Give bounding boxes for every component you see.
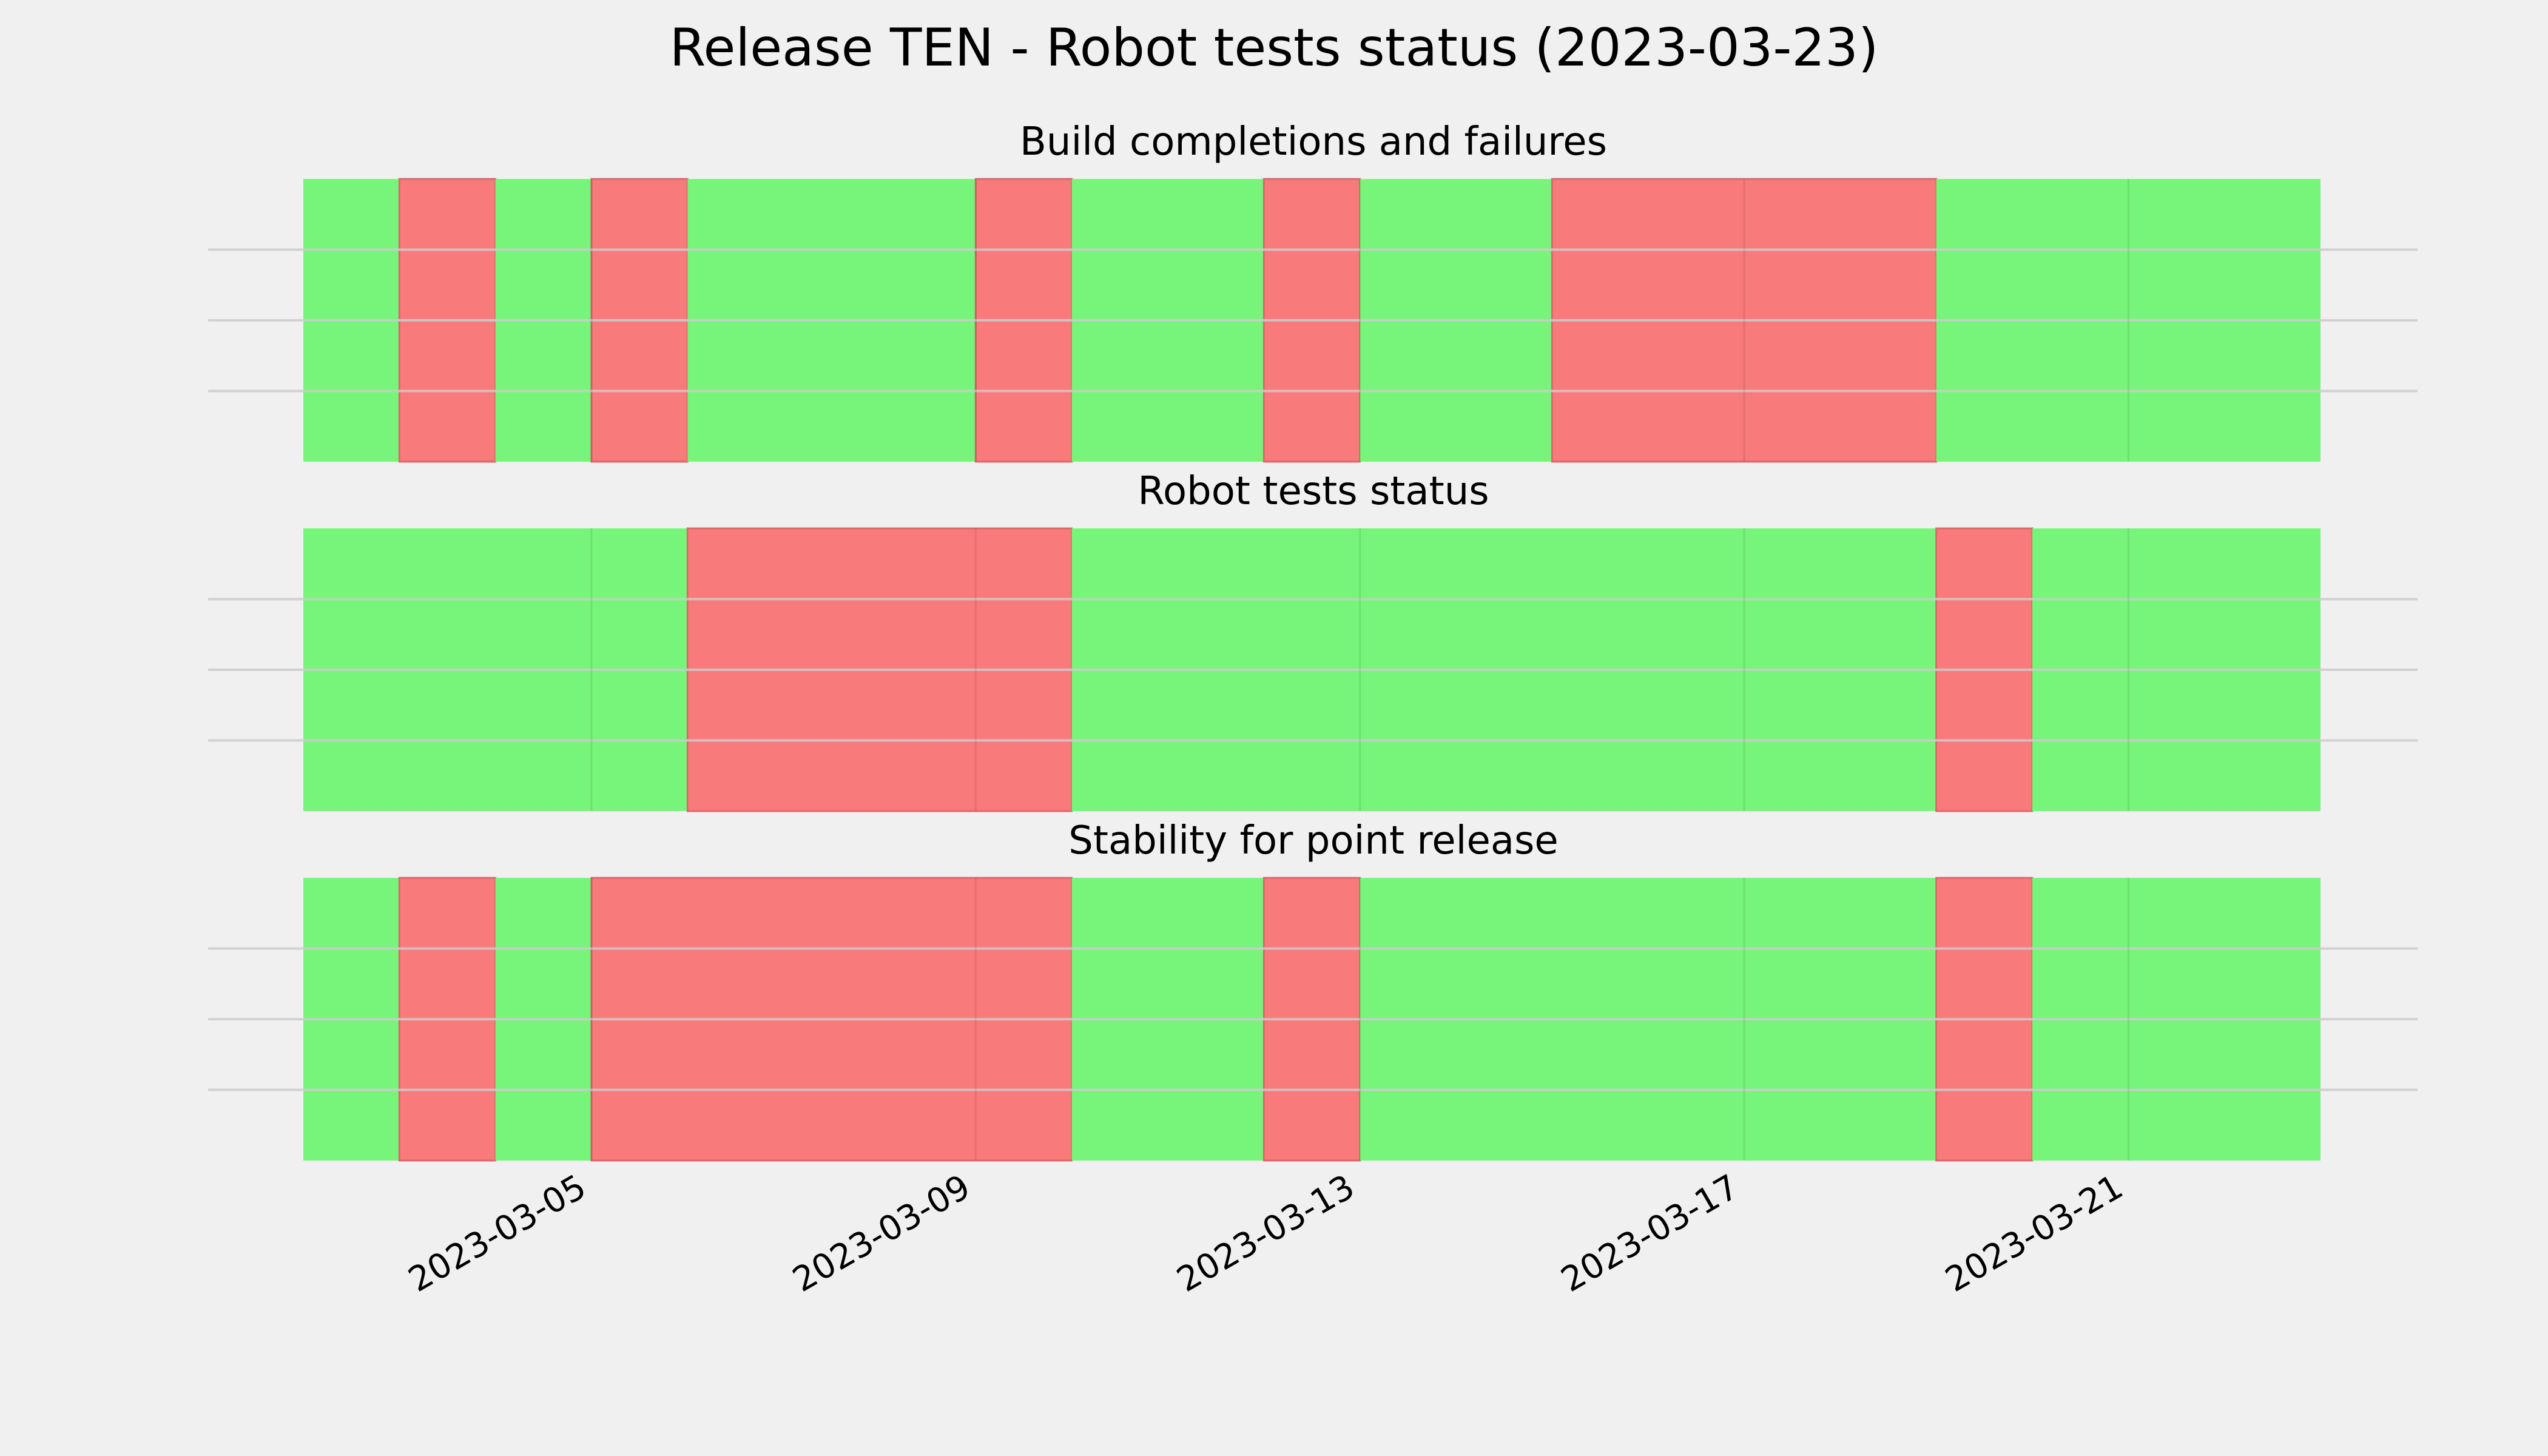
x-tick-label: 2023-03-05 [402, 1167, 593, 1300]
x-tick-labels: 2023-03-05 2023-03-09 2023-03-13 2023-03-17… [402, 1167, 2130, 1300]
x-tick-label: 2023-03-21 [1939, 1167, 2129, 1300]
panel-title: Build completions and failures [1020, 120, 1607, 164]
panel-title: Stability for point release [1068, 818, 1559, 863]
panel-2: Robot tests status [208, 469, 2418, 812]
panel-3: Stability for point release [208, 818, 2418, 1162]
panel-1: Build completions and failures [208, 120, 2418, 463]
x-tick-label: 2023-03-09 [786, 1167, 977, 1300]
panel-title: Robot tests status [1138, 469, 1489, 514]
x-tick-label: 2023-03-17 [1555, 1167, 1745, 1300]
x-tick-label: 2023-03-13 [1170, 1167, 1361, 1300]
chart-title: Release TEN - Robot tests status (2023-0… [670, 18, 1879, 78]
panels-group: Build completions and failures Robot test… [208, 120, 2418, 1162]
